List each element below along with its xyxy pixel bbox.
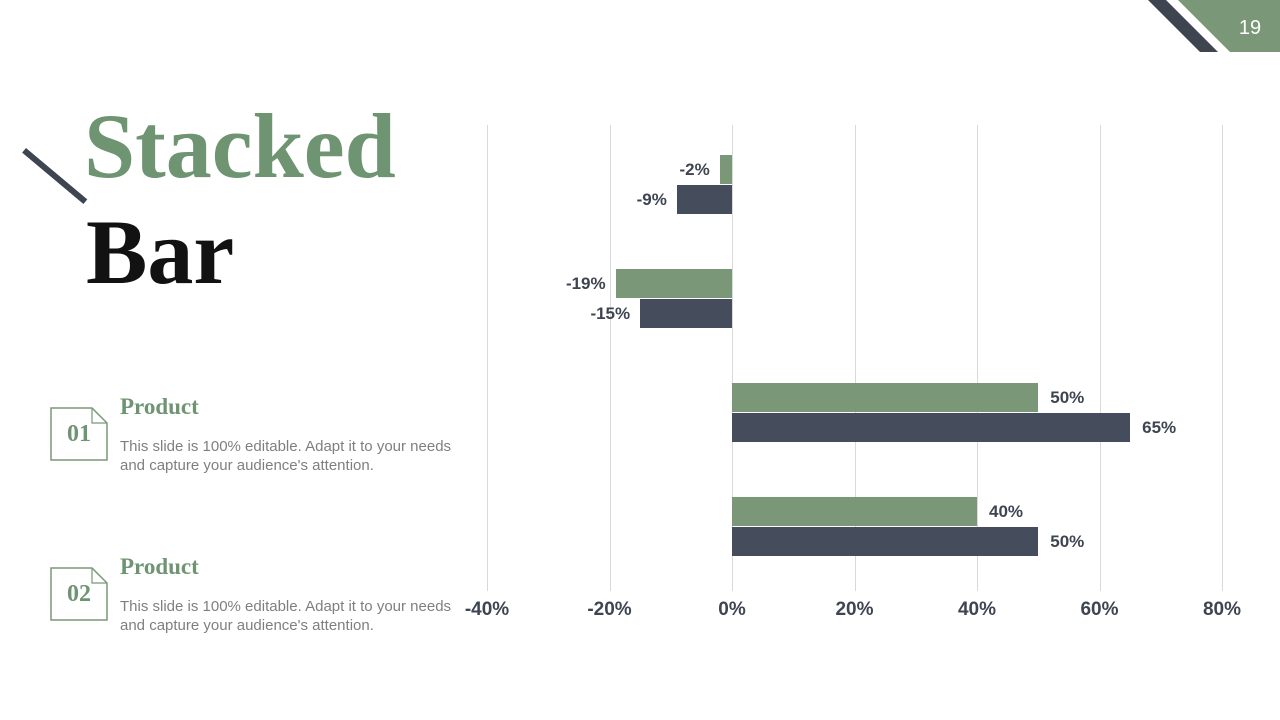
- gridline: [732, 125, 733, 591]
- item-heading: Product: [120, 554, 199, 579]
- item-description: This slide is 100% editable. Adapt it to…: [120, 598, 452, 634]
- bar-series-dark-group-2: [640, 299, 732, 328]
- x-tick-label: -20%: [587, 599, 632, 620]
- page-number: 19: [1239, 17, 1261, 39]
- bar-value-label: 40%: [989, 502, 1024, 521]
- bar-value-label: 50%: [1050, 532, 1085, 551]
- item-number: 02: [67, 580, 91, 607]
- bar-value-label: 50%: [1050, 388, 1085, 407]
- item-number-box: [50, 407, 108, 461]
- gridline: [977, 125, 978, 591]
- x-tick-label: 40%: [957, 599, 997, 620]
- bar-value-label: 65%: [1142, 418, 1177, 437]
- title-slash-decoration: [22, 148, 88, 205]
- bar-chart-plot: -2% -9% -19% -15% 50% 65% 40% 50%: [487, 125, 1223, 591]
- gridline: [609, 125, 611, 591]
- item-heading: Product: [120, 394, 199, 419]
- gridline: [1099, 125, 1101, 591]
- bar-chart: -2% -9% -19% -15% 50% 65% 40% 50% -40% -20% 0% 20%…: [465, 125, 1241, 627]
- x-tick-label: 0%: [718, 599, 746, 620]
- gridline: [854, 125, 856, 591]
- bar-series-green-group-2: [615, 269, 732, 298]
- x-tick-label: 80%: [1202, 599, 1242, 620]
- bar-value-label: -2%: [679, 160, 710, 179]
- bar-series-dark-group-1: [676, 185, 732, 214]
- bar-series-dark-group-3: [732, 413, 1131, 442]
- bar-series-green-group-1: [719, 155, 732, 184]
- bar-value-label: -9%: [636, 190, 667, 209]
- x-axis-ticks: -40% -20% 0% 20% 40% 60% 80%: [465, 599, 1241, 627]
- bar-series-dark-group-4: [732, 527, 1039, 556]
- x-tick-label: -40%: [464, 599, 510, 620]
- page-number-ribbon: 19: [1148, 0, 1280, 52]
- slide-title-line1: Stacked: [84, 95, 396, 197]
- slide-title-line2: Bar: [86, 201, 235, 303]
- item-description: This slide is 100% editable. Adapt it to…: [120, 438, 452, 474]
- gridline: [1222, 125, 1223, 591]
- bar-value-label: -15%: [590, 304, 631, 323]
- gridline: [487, 125, 488, 591]
- bar-series-green-group-4: [732, 497, 977, 526]
- ribbon-shape: [1178, 0, 1280, 52]
- x-tick-label: 20%: [835, 599, 874, 620]
- ribbon-stripe: [1148, 0, 1218, 52]
- item-number: 01: [67, 420, 91, 447]
- bar-value-label: -19%: [565, 274, 606, 293]
- x-tick-label: 60%: [1080, 599, 1119, 620]
- item-number-box: [50, 567, 108, 621]
- bar-series-green-group-3: [732, 383, 1039, 412]
